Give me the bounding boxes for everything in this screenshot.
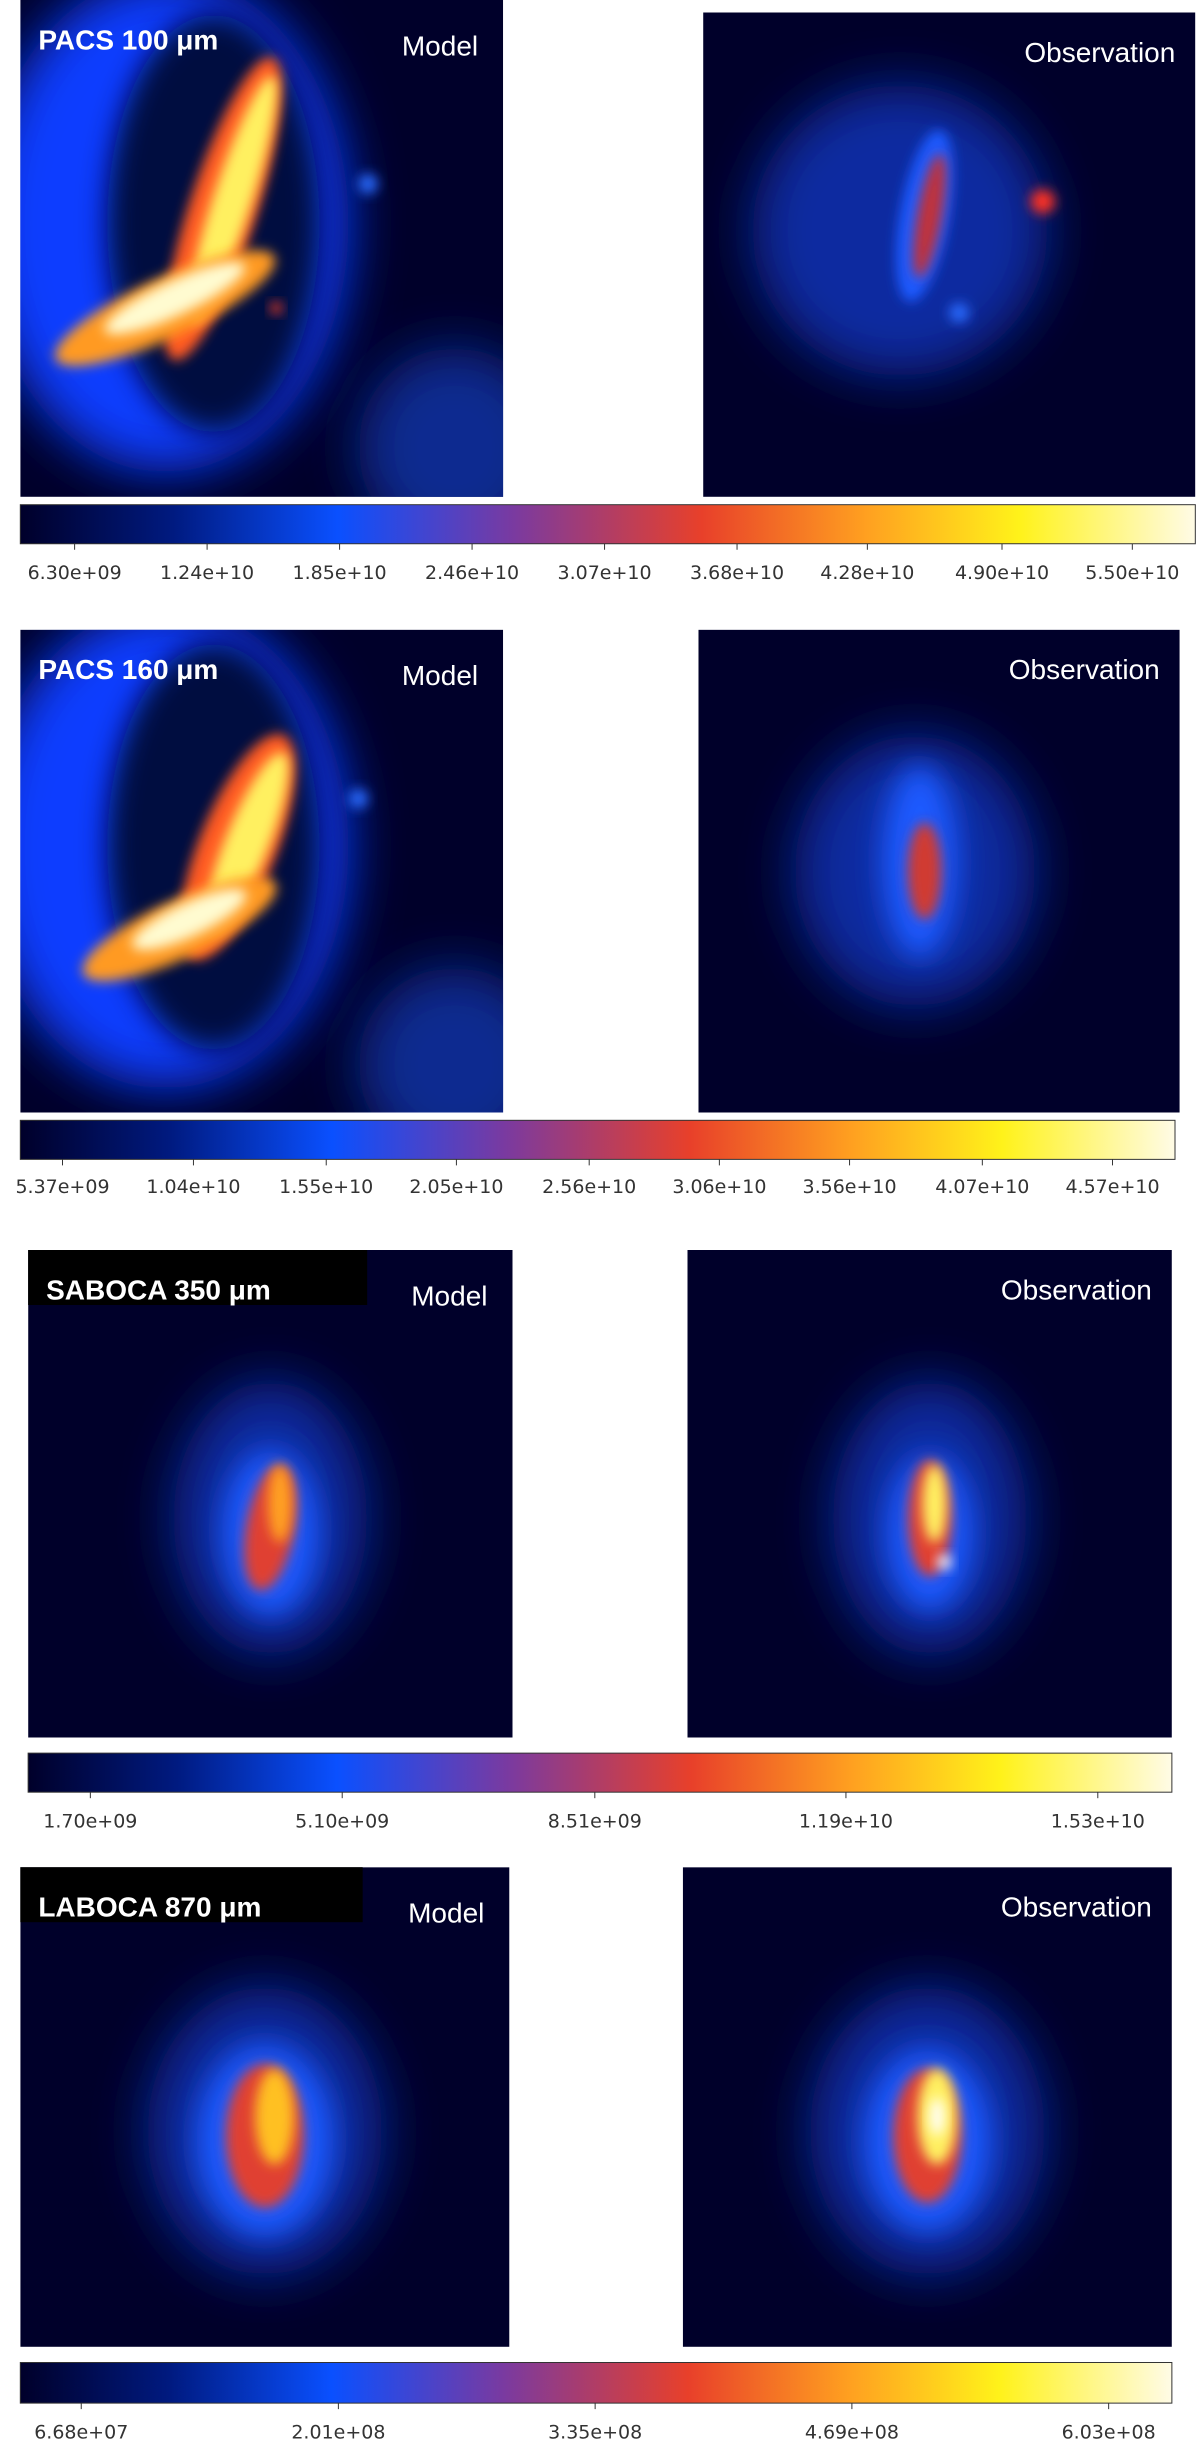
panel: SABOCA 350 μm Model Observation 1.70e+09 5.1… (27, 1250, 1173, 1832)
title-backdrop (28, 1250, 368, 1305)
emission (358, 967, 504, 1113)
tick-label: 1.53e+10 (1051, 1810, 1145, 1832)
tick-label: 1.24e+10 (160, 562, 254, 584)
panel: PACS 160 μm Model Observation 5.37e+09 1.04e… (15, 629, 1180, 1198)
emission (267, 1464, 293, 1543)
emission (929, 2097, 945, 2136)
emission (131, 888, 247, 951)
tick-label: 2.01e+08 (291, 2421, 385, 2443)
observation-label: Observation (1024, 37, 1175, 68)
panel-title: LABOCA 870 μm (38, 1892, 261, 1923)
emission (358, 347, 504, 497)
colorbar (19, 1119, 1176, 1160)
observation-label: Observation (1001, 1892, 1152, 1923)
emission (1030, 189, 1056, 214)
colorbar (27, 1752, 1173, 1793)
observation-label: Observation (1009, 654, 1160, 685)
emission (949, 303, 969, 323)
heat-map (703, 12, 1196, 497)
panel-title: SABOCA 350 μm (46, 1274, 271, 1305)
emission (270, 302, 282, 315)
tick-label: 2.56e+10 (542, 1176, 636, 1198)
heat-map (682, 1867, 1172, 2347)
tick-label: 3.56e+10 (803, 1176, 897, 1198)
colorbar (19, 504, 1196, 545)
model-label: Model (408, 1898, 484, 1929)
tick-label: 1.70e+09 (43, 1810, 137, 1832)
tick-label: 2.05e+10 (409, 1176, 503, 1198)
heat-map (687, 1250, 1172, 1738)
tick-label: 5.10e+09 (295, 1810, 389, 1832)
tick-label: 6.68e+07 (34, 2421, 128, 2443)
tick-label: 5.37e+09 (15, 1176, 109, 1198)
tick-label: 1.19e+10 (799, 1810, 893, 1832)
tick-label: 1.04e+10 (146, 1176, 240, 1198)
tick-label: 3.35e+08 (548, 2421, 642, 2443)
emission (907, 822, 942, 920)
heat-map (20, 629, 504, 1113)
tick-label: 4.28e+10 (820, 562, 914, 584)
emission (255, 2068, 295, 2165)
colorbar (19, 2362, 1173, 2404)
emission (922, 1464, 947, 1543)
panel: LABOCA 870 μm Model Observation 6.68e+07 2.0… (19, 1867, 1173, 2443)
tick-label: 4.57e+10 (1065, 1176, 1159, 1198)
panel-title: PACS 100 μm (38, 24, 218, 55)
model-label: Model (411, 1280, 487, 1311)
tick-label: 6.03e+08 (1062, 2421, 1156, 2443)
model-label: Model (402, 660, 478, 691)
heat-map (28, 1250, 513, 1738)
tick-label: 2.46e+10 (425, 562, 519, 584)
emission (104, 261, 246, 335)
panel: PACS 100 μm Model Observation 6.30e+09 1.24e… (19, 0, 1196, 584)
tick-label: 3.06e+10 (672, 1176, 766, 1198)
tick-label: 1.85e+10 (293, 562, 387, 584)
panel-title: PACS 160 μm (38, 654, 218, 685)
heat-map (698, 629, 1180, 1113)
tick-label: 4.69e+08 (805, 2421, 899, 2443)
tick-label: 8.51e+09 (548, 1810, 642, 1832)
tick-label: 5.50e+10 (1085, 562, 1179, 584)
heat-map (20, 0, 504, 497)
observation-label: Observation (1001, 1274, 1152, 1305)
tick-label: 3.68e+10 (690, 562, 784, 584)
tick-label: 4.07e+10 (935, 1176, 1029, 1198)
heat-map (20, 1867, 510, 2347)
tick-label: 6.30e+09 (28, 562, 122, 584)
title-backdrop (20, 1867, 363, 1923)
tick-label: 1.55e+10 (279, 1176, 373, 1198)
emission (348, 789, 368, 809)
emission (936, 1554, 952, 1570)
emission (913, 153, 946, 278)
emission (358, 173, 378, 194)
tick-label: 4.90e+10 (955, 562, 1049, 584)
tick-label: 3.07e+10 (558, 562, 652, 584)
model-label: Model (402, 30, 478, 61)
